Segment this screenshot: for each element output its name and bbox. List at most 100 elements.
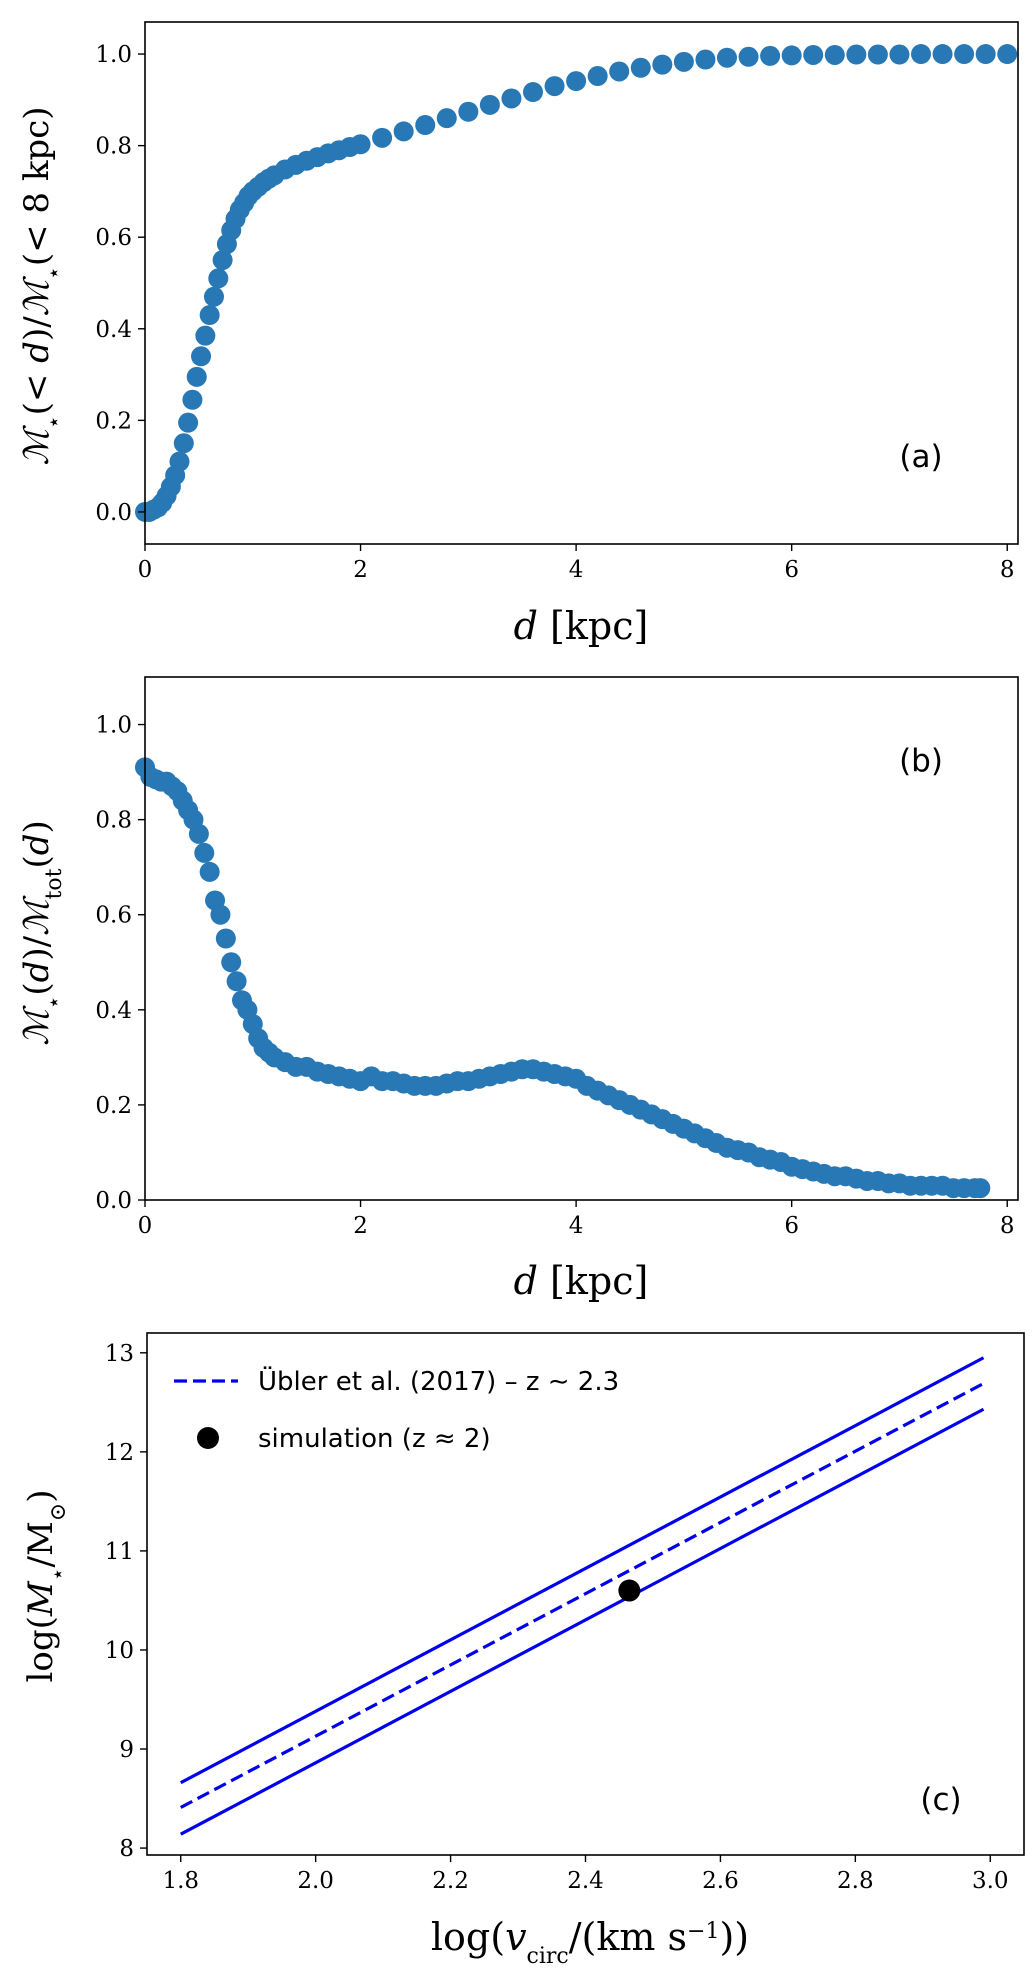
panel-a-ticks: 0 2 4 6 8 0.0 0.2 0.4 0.6 0.8 1.0 xyxy=(95,42,1014,583)
data-point xyxy=(194,842,215,863)
x-tick-label: 0 xyxy=(138,1213,153,1239)
panel-b: ℳ⋆(d)/ℳtot(d) d [kpc] 0 2 4 6 80.00.20.40.60… xyxy=(17,676,1019,1303)
legend-ubler-label: Übler et al. (2017) – z ∼ 2.3 xyxy=(258,1365,619,1397)
data-point xyxy=(182,389,203,410)
data-point xyxy=(717,47,737,68)
data-point xyxy=(609,61,630,82)
data-point xyxy=(350,134,371,155)
x-tick-label: 6 xyxy=(784,557,799,583)
data-point xyxy=(436,108,457,129)
data-point xyxy=(208,268,229,289)
data-point xyxy=(997,44,1018,65)
panel-a-tag: (a) xyxy=(899,439,942,475)
data-point xyxy=(221,952,242,973)
panel-b-ylabel: ℳ⋆(d)/ℳtot(d) xyxy=(17,820,67,1046)
y-tick-label: 10 xyxy=(105,1638,134,1664)
data-point xyxy=(372,127,393,148)
data-point xyxy=(501,88,522,109)
y-tick-label: 0.4 xyxy=(95,998,132,1024)
y-tick-label: 0.0 xyxy=(95,1188,132,1214)
data-point xyxy=(867,44,888,65)
y-tick-label: 9 xyxy=(119,1737,134,1763)
data-point xyxy=(212,250,233,271)
data-point xyxy=(195,325,216,346)
x-tick-label: 4 xyxy=(569,557,584,583)
panel-a-frame xyxy=(144,21,1019,545)
panel-a-points xyxy=(135,44,1018,522)
x-tick-label: 4 xyxy=(569,1213,584,1239)
panel-c-tag: (c) xyxy=(920,1782,961,1818)
data-point xyxy=(673,51,694,72)
relation-line-solid xyxy=(179,1407,985,1836)
data-point xyxy=(803,44,824,65)
x-tick-label: 2.0 xyxy=(297,1868,334,1894)
y-tick-label: 0.2 xyxy=(95,1093,132,1119)
x-tick-label: 3.0 xyxy=(972,1868,1009,1894)
data-point xyxy=(889,44,910,65)
panel-c-points xyxy=(618,1579,641,1602)
y-tick-label: 12 xyxy=(105,1440,134,1466)
panel-c-ticks: 1.8 2.0 2.2 2.4 2.6 2.8 3.0 8 9 10 11 12 13 xyxy=(105,1341,1009,1894)
x-tick-label: 0 xyxy=(138,557,153,583)
panel-a: ℳ⋆(< d)/ℳ⋆(< 8 kpc) d [kpc] 0 2 4 6 80.00.20… xyxy=(17,21,1019,648)
data-point xyxy=(210,904,231,925)
panel-a-xlabel: d [kpc] xyxy=(514,604,649,648)
x-tick-label: 8 xyxy=(1000,1213,1015,1239)
panel-a-ylabel: ℳ⋆(< d)/ℳ⋆(< 8 kpc) xyxy=(17,106,67,465)
data-point xyxy=(186,366,207,387)
x-tick-label: 2.8 xyxy=(837,1868,874,1894)
data-point xyxy=(954,44,975,65)
panel-c-legend: Übler et al. (2017) – z ∼ 2.3 simulation… xyxy=(174,1365,619,1454)
data-point xyxy=(203,286,224,307)
x-tick-label: 6 xyxy=(784,1213,799,1239)
data-point xyxy=(199,305,220,326)
data-point xyxy=(975,44,996,65)
data-point xyxy=(652,54,673,75)
data-point xyxy=(199,861,220,882)
data-point xyxy=(781,45,802,66)
data-point xyxy=(173,433,194,454)
y-tick-label: 11 xyxy=(105,1539,134,1565)
data-point xyxy=(824,44,845,65)
panel-b-frame xyxy=(144,676,1019,1201)
legend-simulation-label: simulation (z ≈ 2) xyxy=(258,1424,491,1454)
panel-b-points xyxy=(135,757,991,1199)
relation-line-solid xyxy=(179,1356,985,1785)
data-point xyxy=(970,1178,991,1199)
y-tick-label: 13 xyxy=(105,1341,134,1367)
data-point xyxy=(566,71,587,92)
panel-c-lines xyxy=(179,1356,985,1836)
data-point xyxy=(393,121,414,142)
y-tick-label: 0.2 xyxy=(95,408,132,434)
data-point xyxy=(932,44,953,65)
x-tick-label: 1.8 xyxy=(162,1868,199,1894)
x-tick-label: 2 xyxy=(353,1213,368,1239)
y-tick-label: 0.4 xyxy=(95,317,132,343)
data-point xyxy=(178,412,199,433)
panel-c-xlabel: log(vcirc/(km s−1)) xyxy=(431,1915,749,1969)
x-tick-label: 2.4 xyxy=(567,1868,604,1894)
data-point xyxy=(169,451,190,472)
y-tick-label: 1.0 xyxy=(95,713,132,739)
x-tick-label: 2.6 xyxy=(702,1868,739,1894)
y-tick-label: 8 xyxy=(119,1836,134,1862)
data-point xyxy=(215,928,236,949)
data-point xyxy=(630,57,651,78)
data-point xyxy=(695,49,716,70)
panel-b-xlabel: d [kpc] xyxy=(514,1259,649,1303)
panel-b-ticks: 0 2 4 6 8 0.0 0.2 0.4 0.6 0.8 1.0 xyxy=(95,713,1014,1239)
y-tick-label: 0.8 xyxy=(95,808,132,834)
data-point xyxy=(846,44,867,65)
data-point xyxy=(479,94,500,115)
x-tick-label: 2 xyxy=(353,557,368,583)
data-point xyxy=(188,823,209,844)
data-point xyxy=(458,101,479,122)
data-point xyxy=(760,45,781,66)
data-point xyxy=(226,971,247,992)
data-point xyxy=(523,82,543,103)
panel-c-ylabel: log(M⋆/M⊙) xyxy=(21,1490,71,1683)
panel-c-frame xyxy=(146,1332,1025,1856)
simulation-point xyxy=(618,1579,641,1602)
panel-b-tag: (b) xyxy=(899,743,943,779)
